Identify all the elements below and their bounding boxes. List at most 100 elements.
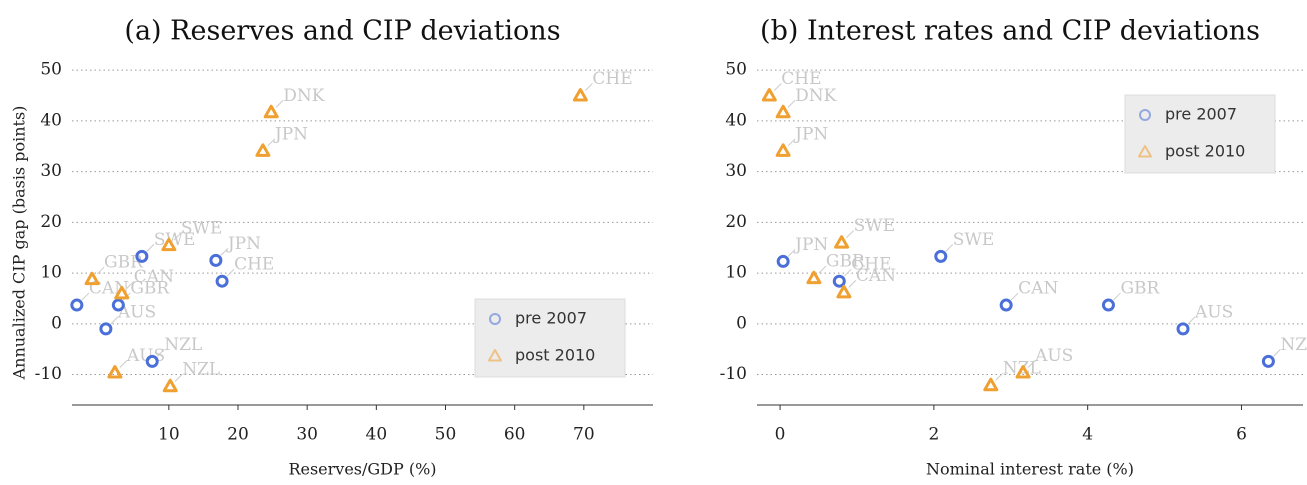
triangle-point (84, 271, 100, 286)
point-label: SWE (181, 219, 223, 239)
y-tick-label: 30 (725, 161, 747, 181)
circle-point (1261, 354, 1275, 368)
label-leader (173, 232, 182, 241)
point-label: CAN (134, 267, 174, 287)
triangle-point (1015, 365, 1031, 379)
point-label: CHE (234, 255, 274, 275)
point-label: GBR (1120, 279, 1160, 299)
y-tick-label: 10 (40, 263, 62, 283)
legend-box (474, 298, 626, 378)
point-label: CHE (781, 69, 821, 89)
point-label: AUS (126, 346, 165, 366)
triangle-point (162, 378, 178, 393)
x-tick-label: 10 (158, 425, 180, 445)
triangle-point (107, 365, 123, 379)
point-label: JPN (793, 124, 828, 144)
triangle-point (983, 377, 999, 392)
point-label: NZL (182, 360, 220, 380)
label-leader (174, 373, 183, 382)
y-tick-label: -10 (35, 364, 62, 384)
label-leader (585, 83, 593, 91)
triangle-point (806, 270, 822, 285)
legend-marker (489, 313, 501, 325)
point-label: CHE (592, 69, 632, 89)
label-leader (945, 243, 954, 252)
triangle-point (161, 237, 177, 252)
point-label: JPN (226, 234, 261, 254)
label-leader (81, 292, 90, 301)
chart-title: (b) Interest rates and CIP deviations (760, 16, 1260, 47)
chart-title: (a) Reserves and CIP deviations (124, 16, 560, 47)
legend-label: post 2010 (1165, 142, 1245, 161)
triangle-point (114, 285, 130, 300)
triangle-point (775, 104, 791, 119)
y-tick-label: 40 (725, 110, 747, 130)
x-axis-label: Reserves/GDP (%) (288, 460, 436, 479)
x-tick-label: 2 (928, 425, 939, 445)
y-tick-label: 20 (725, 212, 747, 232)
label-leader (96, 266, 105, 275)
legend-label: pre 2007 (515, 309, 587, 328)
point-label: JPN (273, 124, 308, 144)
point-label: AUS (1034, 346, 1073, 366)
point-label: AUS (1194, 302, 1233, 322)
circle-point (934, 249, 948, 263)
point-label: GBR (826, 252, 866, 272)
point-label: DNK (283, 86, 325, 106)
label-leader (848, 280, 857, 288)
point-label: CAN (1018, 279, 1058, 299)
y-tick-label: -10 (720, 364, 747, 384)
label-leader (787, 99, 796, 108)
circle-point (111, 298, 125, 312)
label-leader (1027, 360, 1036, 368)
y-tick-label: 50 (725, 60, 747, 80)
circle-point (999, 298, 1013, 312)
label-leader (156, 349, 165, 357)
circle-point (1176, 322, 1190, 336)
x-tick-label: 20 (227, 425, 249, 445)
triangle-point (775, 143, 791, 157)
triangle-point (255, 143, 271, 157)
y-axis-label: Annualized CIP gap (basis points) (10, 106, 29, 381)
circle-point (209, 253, 223, 267)
x-tick-label: 0 (775, 425, 786, 445)
label-leader (843, 268, 852, 277)
point-label: SWE (854, 216, 896, 236)
legend-marker (1139, 109, 1151, 121)
x-tick-label: 4 (1082, 425, 1093, 445)
label-leader (846, 230, 854, 239)
x-tick-label: 40 (366, 425, 388, 445)
x-tick-label: 50 (435, 425, 457, 445)
point-label: NZL (1280, 335, 1307, 355)
label-leader (1113, 292, 1121, 301)
circle-point (135, 249, 149, 263)
triangle-point (834, 235, 850, 249)
triangle-point (263, 104, 279, 119)
legend-box (1124, 94, 1276, 174)
point-label: AUS (117, 302, 156, 322)
label-leader (773, 83, 782, 91)
x-tick-label: 30 (296, 425, 318, 445)
label-leader (787, 249, 796, 257)
label-leader (995, 372, 1004, 381)
legend-label: post 2010 (515, 346, 595, 365)
label-leader (1010, 292, 1019, 301)
y-tick-label: 50 (40, 60, 62, 80)
label-leader (787, 138, 796, 147)
point-label: SWE (953, 230, 995, 250)
x-axis-label: Nominal interest rate (%) (926, 460, 1134, 479)
point-label: DNK (795, 86, 837, 106)
point-label: JPN (793, 235, 828, 255)
circle-point (70, 298, 84, 312)
legend-label: pre 2007 (1165, 105, 1237, 124)
label-leader (146, 243, 155, 252)
label-leader (110, 316, 119, 325)
label-leader (1273, 349, 1281, 357)
point-label: GBR (104, 253, 144, 273)
circle-point (776, 254, 790, 268)
label-leader (267, 138, 276, 147)
y-tick-label: 0 (736, 313, 747, 333)
point-label: GBR (130, 279, 170, 299)
y-tick-label: 30 (40, 161, 62, 181)
